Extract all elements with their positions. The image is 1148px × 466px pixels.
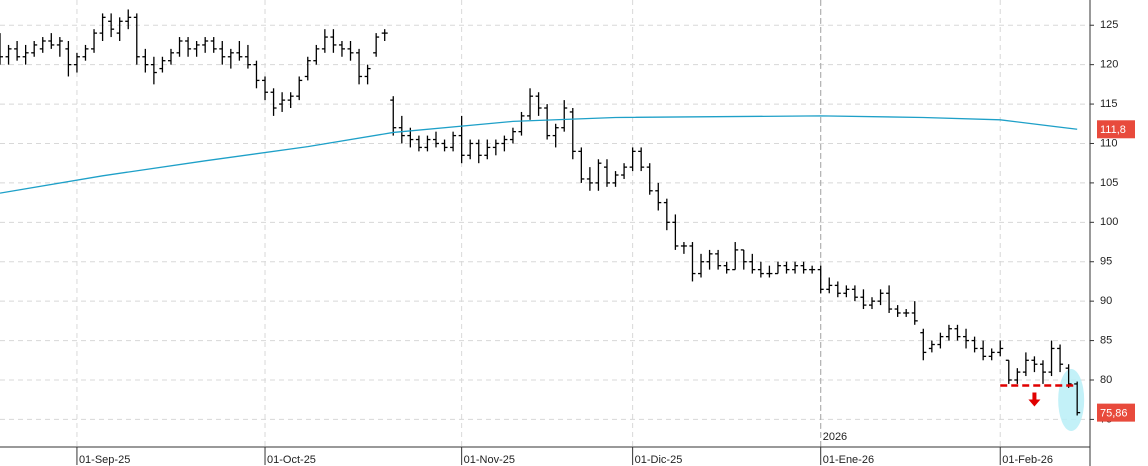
y-tick-label: 105 (1100, 177, 1118, 189)
ma-last-box (1097, 120, 1135, 139)
last-close-box (1097, 403, 1135, 422)
year-label: 2026 (823, 431, 847, 443)
y-tick-label: 100 (1100, 216, 1118, 228)
y-tick-label: 115 (1100, 98, 1118, 110)
x-tick-label: 01-Nov-25 (464, 454, 515, 466)
down-arrow (1028, 392, 1041, 407)
last-close-label: 75,86 (1100, 408, 1128, 420)
moving-average (0, 115, 1078, 194)
y-tick-label: 80 (1100, 374, 1112, 386)
y-tick-label: 90 (1100, 295, 1112, 307)
x-tick-label: 01-Ene-26 (823, 454, 874, 466)
highlight (1058, 369, 1085, 431)
x-tick-label: 01-Feb-26 (1002, 454, 1053, 466)
y-tick-label: 110 (1100, 137, 1118, 149)
x-tick-label: 01-Dic-25 (635, 454, 683, 466)
y-tick-label: 125 (1100, 19, 1118, 31)
ma-last-label: 111,8 (1100, 124, 1126, 136)
y-tick-label: 95 (1100, 256, 1112, 268)
x-tick-label: 01-Sep-25 (79, 454, 130, 466)
y-tick-label: 120 (1100, 59, 1118, 71)
x-tick-label: 01-Oct-25 (267, 454, 316, 466)
y-tick-label: 85 (1100, 334, 1112, 346)
